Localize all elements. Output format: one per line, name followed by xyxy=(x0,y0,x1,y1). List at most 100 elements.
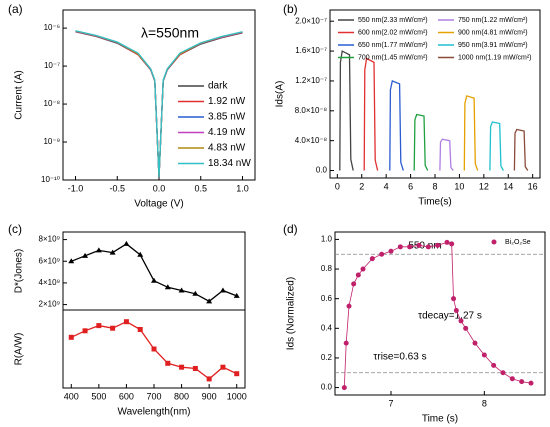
point xyxy=(137,327,143,332)
series-line xyxy=(363,57,379,171)
point xyxy=(463,325,469,331)
y-tick-label: 0.4 xyxy=(321,323,333,332)
point xyxy=(491,362,497,368)
x-tick-label: 6 xyxy=(408,181,413,191)
point xyxy=(360,266,366,272)
point xyxy=(123,319,129,325)
y-tick-label: 8.0×10⁻⁸ xyxy=(295,106,327,115)
x-tick-label: 12 xyxy=(479,181,489,191)
x-tick-label: -0.5 xyxy=(110,183,126,193)
point xyxy=(449,241,455,247)
y-tick-label: 1.2×10⁻⁷ xyxy=(295,76,327,85)
point xyxy=(435,242,441,248)
legend-label: 550 nm(2.33 mW/cm²) xyxy=(358,17,428,24)
point xyxy=(343,340,349,346)
point xyxy=(500,370,506,376)
point xyxy=(151,277,157,283)
y-tick-label: 6×10⁹ xyxy=(39,256,60,265)
point xyxy=(453,308,459,314)
point xyxy=(220,364,226,370)
y-tick-label: 0.8 xyxy=(321,264,333,273)
point xyxy=(397,244,403,250)
x-axis-label: Time (s) xyxy=(422,414,458,425)
x-axis-label: Voltage (V) xyxy=(134,199,183,210)
point xyxy=(82,252,89,258)
x-tick-label: 900 xyxy=(202,391,217,401)
x-tick-label: 8 xyxy=(482,398,487,408)
x-tick-label: 8 xyxy=(432,181,437,191)
y-tick-label: 10⁻⁶ xyxy=(44,23,60,32)
x-tick-label: 10 xyxy=(454,181,464,191)
point xyxy=(179,364,185,370)
point xyxy=(458,318,464,324)
point xyxy=(451,296,457,302)
point xyxy=(481,352,487,358)
point xyxy=(151,346,157,352)
point xyxy=(341,385,347,391)
point xyxy=(444,239,450,245)
y-tick-label: 1.6×10⁻⁷ xyxy=(295,46,327,55)
point xyxy=(110,325,116,331)
y-tick-label: 0.0 xyxy=(321,383,333,392)
point xyxy=(123,240,130,246)
point xyxy=(472,340,478,346)
legend-swatch xyxy=(491,239,497,245)
y-tick-label: 10⁻⁹ xyxy=(43,137,60,146)
x-tick-label: 0 xyxy=(335,181,340,191)
x-axis-label: Time(s) xyxy=(418,197,452,208)
panel-label: (b) xyxy=(283,2,298,16)
x-tick-label: -1.0 xyxy=(68,183,84,193)
legend-label: 650 nm(1.77 mW/cm²) xyxy=(358,42,428,49)
legend-label: 900 nm(4.81 mW/cm²) xyxy=(458,29,528,36)
x-tick-label: 800 xyxy=(174,391,189,401)
x-tick-label: 1000 xyxy=(227,391,247,401)
legend-label: 750 nm(1.22 mW/cm²) xyxy=(458,17,528,24)
x-tick-label: 600 xyxy=(119,391,134,401)
point xyxy=(206,298,213,304)
point xyxy=(369,256,375,262)
point xyxy=(68,258,75,264)
x-tick-label: 500 xyxy=(91,391,106,401)
y-tick-label: 2.0×10⁻⁷ xyxy=(295,16,327,25)
panel-label: (a) xyxy=(8,2,23,16)
point xyxy=(95,247,102,253)
x-tick-label: 700 xyxy=(146,391,161,401)
y-tick-label: 1.0 xyxy=(321,235,333,244)
point xyxy=(206,376,212,382)
series-line xyxy=(463,95,479,171)
point xyxy=(178,287,185,293)
legend-label: 3.85 nW xyxy=(208,112,246,123)
point xyxy=(137,251,144,257)
y-tick-label: 4.0×10⁻⁸ xyxy=(295,136,327,145)
series-line xyxy=(513,128,529,171)
y-axis-label: D*(Jones) xyxy=(14,249,25,293)
point xyxy=(355,272,361,278)
annotation: τdecay=1.27 s xyxy=(418,311,482,322)
x-axis-label: Wavelength(nm) xyxy=(118,407,191,418)
legend-label: 4.83 nW xyxy=(208,143,246,154)
x-tick-label: 0.0 xyxy=(153,183,166,193)
point xyxy=(346,303,352,309)
point xyxy=(388,248,394,254)
x-tick-label: 4 xyxy=(384,181,389,191)
y-axis-label: Current (A) xyxy=(14,70,25,119)
x-tick-label: 2 xyxy=(359,181,364,191)
y-axis-label: Ids(A) xyxy=(275,81,286,108)
panel-label: (c) xyxy=(8,222,22,236)
point xyxy=(425,244,431,250)
x-tick-label: 14 xyxy=(503,181,513,191)
legend-label: 1.92 nW xyxy=(208,96,246,107)
y-tick-label: 10⁻⁷ xyxy=(44,61,60,70)
legend-label: 950 nm(3.91 mW/cm²) xyxy=(458,42,528,49)
y-axis-label: Ids (Normalized) xyxy=(286,277,297,350)
point xyxy=(234,371,240,377)
series-line xyxy=(71,243,237,303)
annotation: λ=550nm xyxy=(141,25,199,41)
y-tick-label: 10⁻¹⁰ xyxy=(41,175,60,184)
x-tick-label: 400 xyxy=(64,391,79,401)
legend-label: 18.34 nW xyxy=(208,158,251,169)
legend-label: 700 nm(1.45 mW/cm²) xyxy=(358,54,428,61)
point xyxy=(192,290,199,296)
series-line xyxy=(439,138,454,171)
